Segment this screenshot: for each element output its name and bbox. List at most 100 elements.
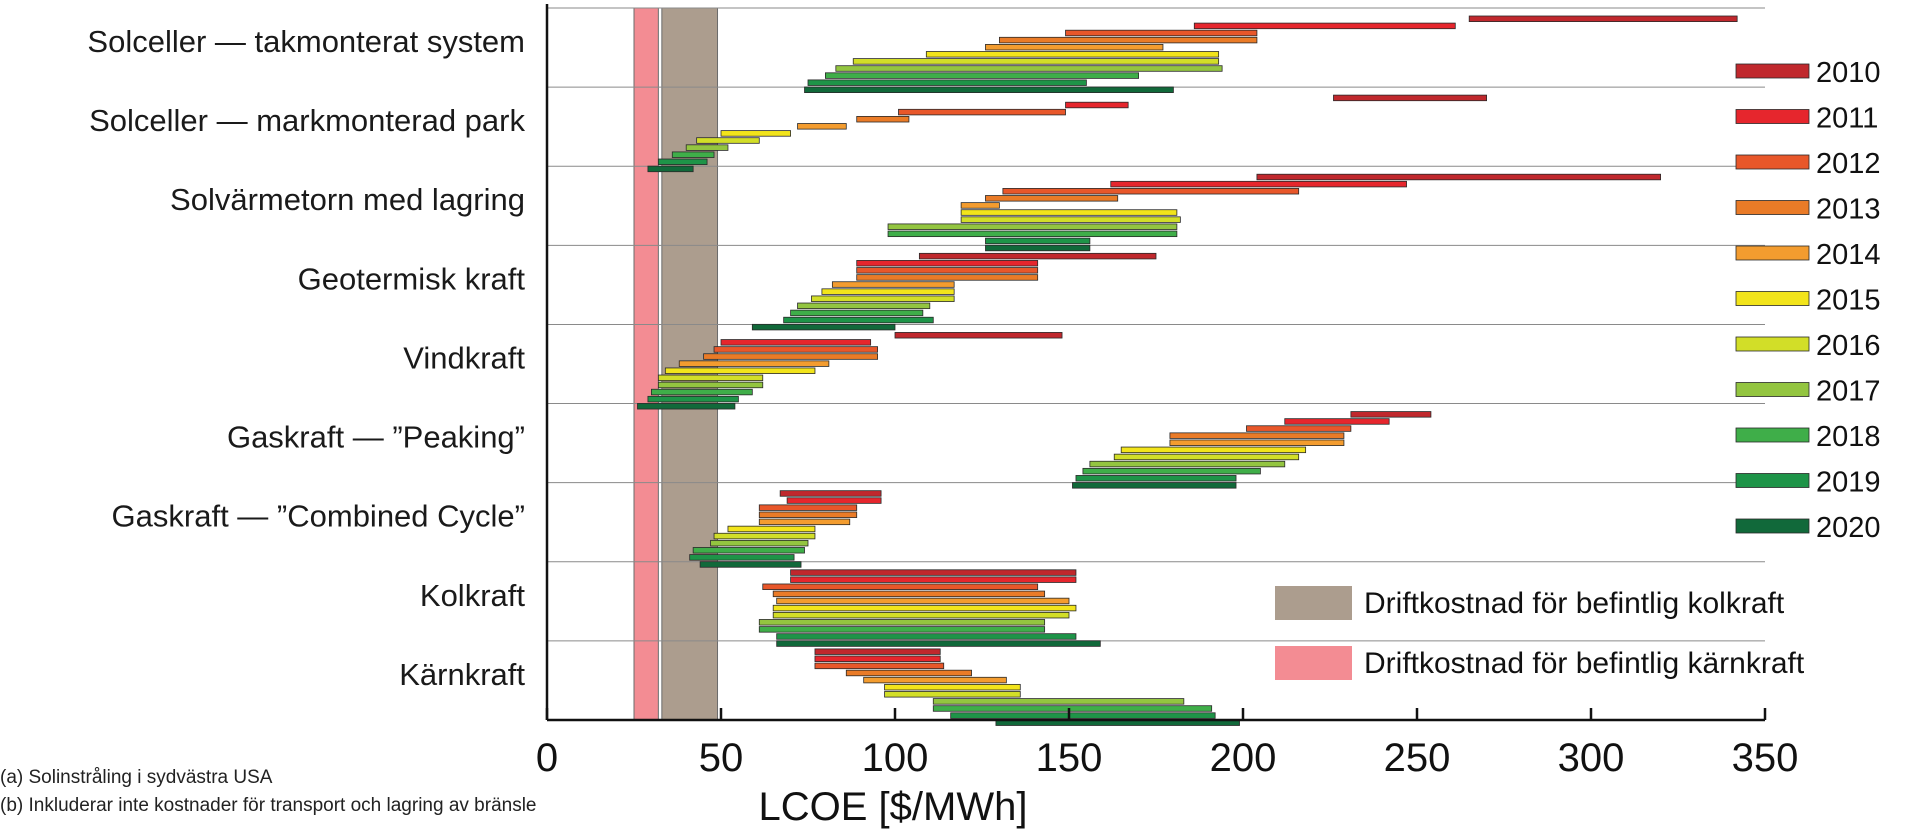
legend-label: 2014 <box>1816 239 1881 271</box>
category-label: Kärnkraft <box>399 657 525 692</box>
bar-2013 <box>856 116 910 123</box>
bar-2014 <box>985 44 1164 51</box>
category-label: Kolkraft <box>420 578 525 613</box>
bar-2015 <box>772 604 1077 612</box>
bar-2016 <box>696 137 760 144</box>
year-range-bars <box>637 15 1738 726</box>
bar-2016 <box>1113 453 1300 461</box>
category-label: Gaskraft — ”Combined Cycle” <box>112 499 525 534</box>
footnote: (b) Inkluderar inte kostnader för transp… <box>0 795 537 816</box>
legend-item-2014: 2014 <box>1735 239 1881 271</box>
bar-2010 <box>1256 173 1662 181</box>
legend-swatch <box>1735 382 1810 397</box>
bar-2012 <box>762 583 1039 590</box>
bar-2011 <box>856 260 1039 267</box>
category-label: Vindkraft <box>403 340 525 375</box>
bar-2014 <box>776 597 1070 605</box>
legend-item-2013: 2013 <box>1735 194 1881 226</box>
legend-label: 2020 <box>1816 512 1881 544</box>
bar-2015 <box>821 288 955 295</box>
bar-2017 <box>657 381 764 389</box>
bar-2017 <box>932 698 1185 705</box>
legend-swatch <box>1735 473 1810 488</box>
category-bars-5 <box>1072 411 1432 489</box>
category-bars-8 <box>814 648 1240 726</box>
category-bars-0 <box>804 15 1738 93</box>
bar-2012 <box>1065 29 1258 37</box>
bar-2012 <box>814 662 945 670</box>
bar-2010 <box>814 648 941 655</box>
bar-2016 <box>657 374 764 382</box>
legend-swatch <box>1735 427 1810 443</box>
category-bars-4 <box>637 332 1063 410</box>
bar-2019 <box>689 554 795 561</box>
legend-swatch <box>1735 245 1810 261</box>
legend-item-2016: 2016 <box>1735 330 1881 362</box>
bar-2012 <box>1246 425 1352 432</box>
legend-swatch <box>1735 336 1810 352</box>
legend-label: 2019 <box>1816 467 1881 499</box>
bar-2018 <box>758 626 1046 633</box>
bar-2015 <box>925 51 1220 58</box>
bar-2010 <box>1350 411 1432 418</box>
legend-swatch <box>1735 291 1810 306</box>
bar-2018 <box>825 72 1140 79</box>
bar-2014 <box>797 123 847 130</box>
bar-2017 <box>710 539 809 547</box>
bar-2015 <box>960 209 1178 216</box>
bar-2019 <box>776 633 1077 640</box>
bar-2015 <box>1120 446 1307 454</box>
bar-2016 <box>811 295 955 302</box>
bar-2016 <box>772 611 1070 619</box>
bar-2013 <box>758 511 858 518</box>
bar-2017 <box>835 65 1223 72</box>
x-tick-label: 0 <box>536 736 558 780</box>
bar-2013 <box>856 274 1039 281</box>
bar-2012 <box>898 108 1066 116</box>
bar-2016 <box>884 691 1021 698</box>
legend-item-2012: 2012 <box>1735 148 1881 180</box>
bar-2015 <box>664 367 816 374</box>
bar-2018 <box>1082 467 1261 475</box>
bar-2011 <box>1284 418 1390 425</box>
bar-2016 <box>960 216 1181 223</box>
bar-2012 <box>713 346 878 353</box>
category-label: Geotermisk kraft <box>298 261 526 296</box>
bar-2012 <box>856 267 1039 274</box>
bar-2014 <box>960 202 1000 209</box>
bar-2019 <box>657 158 708 166</box>
bar-2011 <box>786 497 882 504</box>
bar-2010 <box>1468 15 1738 22</box>
bar-2013 <box>1169 432 1345 439</box>
legend-band-label: Driftkostnad för befintlig kolkraft <box>1364 587 1785 620</box>
legend-label: 2015 <box>1816 285 1881 317</box>
bar-2019 <box>647 395 739 403</box>
bar-2018 <box>651 388 753 396</box>
bar-2010 <box>894 332 1063 339</box>
bar-2013 <box>703 353 878 360</box>
legend-swatch <box>1735 200 1810 215</box>
category-bars-6 <box>689 490 882 568</box>
legend-item-2019: 2019 <box>1735 467 1881 499</box>
bar-2020 <box>804 86 1174 93</box>
bar-2010 <box>790 569 1077 576</box>
footnote: (a) Solinstråling i sydvästra USA <box>0 767 273 788</box>
legend-item-2015: 2015 <box>1735 285 1881 317</box>
category-bars-3 <box>751 252 1157 331</box>
bar-2018 <box>671 151 715 158</box>
legend-band-swatch <box>1275 586 1352 620</box>
bar-2013 <box>772 590 1046 598</box>
bar-2014 <box>863 676 1007 684</box>
bar-2020 <box>637 403 736 410</box>
bar-2012 <box>758 504 858 511</box>
category-label: Solceller — markmonterad park <box>89 103 525 138</box>
bar-2018 <box>692 547 805 554</box>
x-tick-label: 150 <box>1036 736 1103 780</box>
x-tick-label: 100 <box>862 736 929 780</box>
bar-2011 <box>1193 22 1456 30</box>
x-tick-label: 300 <box>1558 736 1625 780</box>
x-axis-title: LCOE [$/MWh] <box>759 785 1028 829</box>
band-nuclear <box>633 7 659 721</box>
bar-2014 <box>758 518 851 526</box>
